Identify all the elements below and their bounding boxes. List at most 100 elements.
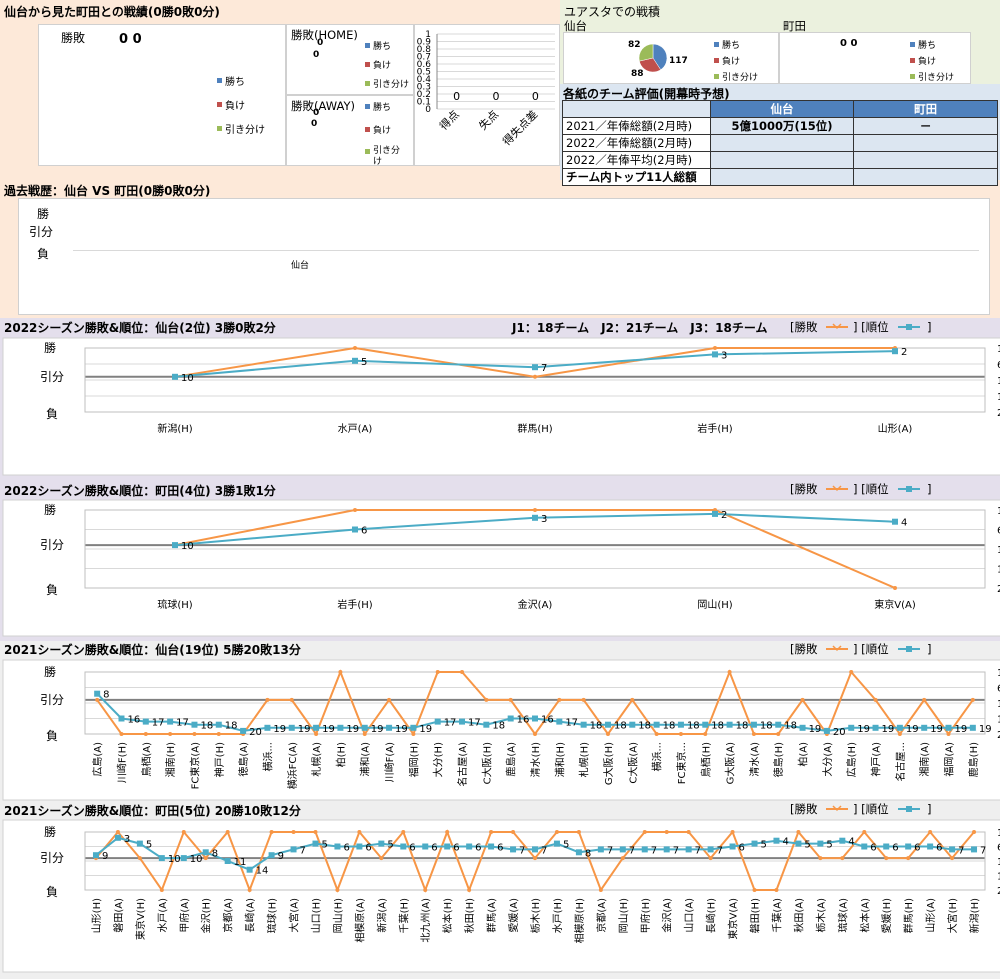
x-label: 清水(A): [748, 742, 761, 777]
x-label: 浦和(A): [359, 742, 372, 777]
goals-y-tick: 0.5: [417, 68, 431, 78]
past-chart[interactable]: 勝 引分 負 仙台: [18, 198, 990, 315]
rank-point: [532, 715, 538, 722]
x-label: 福岡(A): [943, 742, 956, 777]
plot-frame: [84, 347, 986, 413]
rank-point: [422, 843, 429, 850]
rank-data-label: 19: [419, 724, 432, 735]
x-label: 金沢(A): [661, 898, 674, 933]
legend-result-marker: [832, 323, 842, 330]
h2h-goals-chart[interactable]: 1 0.9 0.8 0.7 0.6 0.5 0.4 0.3 0.2 0.1 0 0 得点 0 失点 0 得失点差: [414, 24, 560, 166]
rank-data-label: 10: [181, 541, 194, 552]
legend-end: ]: [927, 802, 932, 816]
rank-point: [597, 846, 604, 853]
result-point: [849, 670, 854, 674]
rank-data-label: 7: [673, 845, 679, 856]
x-label: 群馬(H): [902, 898, 915, 933]
away-legend-draw: 引き分け: [373, 146, 401, 167]
rank-point: [167, 718, 174, 725]
rank-data-label: 18: [200, 721, 213, 732]
season-chart-0: 2022シーズン勝敗&順位：仙台(2位) 3勝0敗2分 J1：18チーム J2：2…: [2, 320, 1000, 476]
x-label: 京都(A): [595, 898, 608, 933]
result-point: [181, 830, 186, 834]
result-point: [800, 697, 805, 702]
x-label: 甲府(A): [178, 898, 191, 933]
result-point: [115, 830, 120, 834]
result-point: [776, 732, 781, 736]
rank-data-label: 17: [468, 718, 481, 729]
result-point: [970, 697, 975, 702]
rank-point: [872, 724, 879, 731]
result-point: [533, 732, 537, 736]
x-label: 松本(H): [441, 898, 454, 933]
home-legend-win: 勝ち: [373, 42, 392, 52]
yuasuta-title: ユアスタでの戦積: [564, 5, 661, 19]
h2h-home-chart[interactable]: 勝敗(HOME) 0 0 勝ち 負け 引き分け: [286, 24, 414, 95]
x-label: 大分(H): [432, 742, 445, 777]
result-point: [265, 697, 270, 702]
rank-data-label: 8: [103, 690, 109, 701]
eval-row-sendai: [709, 151, 855, 169]
x-label: 栃木(H): [529, 898, 542, 933]
pie-slice: [638, 43, 654, 62]
rank-data-label: 4: [901, 518, 907, 529]
rank-point: [356, 843, 363, 850]
rank-data-label: 19: [809, 724, 822, 735]
result-point: [897, 732, 902, 736]
goals-data-label: 0: [453, 90, 460, 103]
rank-point: [444, 843, 451, 850]
rank-point: [378, 840, 385, 847]
yuasuta-machida-chart[interactable]: 0 0 勝ち 負け 引き分け: [779, 32, 971, 84]
legend-rank-label: ] [順位: [853, 482, 889, 496]
rank-point: [971, 846, 978, 853]
rank-point: [892, 348, 898, 355]
x-label: 札幌(H): [578, 742, 591, 777]
result-point: [533, 508, 537, 512]
eval-row-label: 2022／年俸平均(2月時): [562, 151, 711, 169]
rank-data-label: 20: [833, 727, 846, 738]
result-point: [840, 856, 845, 861]
h2h-away-chart[interactable]: 勝敗(AWAY) 0 0 勝ち 負け 引き分け: [286, 95, 414, 167]
x-label: 新潟(H): [968, 898, 981, 933]
rank-data-label: 4: [848, 837, 854, 848]
yuasuta-sendai-chart[interactable]: 117 88 82 勝ち 負け 引き分け: [563, 32, 779, 84]
x-label: 福岡(H): [407, 742, 420, 777]
yuasuta-machida-label: 町田: [783, 19, 806, 33]
rank-point: [337, 724, 344, 731]
legend-result-label: [勝敗: [790, 642, 818, 656]
rank-tick: 1: [997, 344, 1000, 355]
x-label: 新潟(H): [157, 422, 192, 435]
x-label: 神戸(A): [870, 742, 883, 777]
result-point: [557, 697, 562, 702]
y-label-win: 勝: [44, 340, 56, 355]
rank-data-label: 6: [361, 526, 367, 537]
rank-point: [896, 724, 903, 731]
rank-data-label: 6: [870, 843, 876, 854]
x-label: 琉球(A): [836, 898, 849, 933]
rank-point: [775, 721, 782, 728]
rank-point: [224, 858, 231, 864]
rank-data-label: 19: [882, 724, 895, 735]
rank-point: [883, 843, 890, 850]
season-chart-box: [2, 819, 1000, 973]
rank-point: [158, 855, 165, 862]
legend-result-marker: [832, 805, 842, 812]
h2h-overall-chart[interactable]: 勝敗 0 0 勝ち 負け 引き分け: [38, 24, 286, 166]
rank-point: [604, 721, 611, 728]
home-zero-2: 0: [313, 50, 320, 60]
legend-result-marker: [832, 485, 842, 492]
result-point: [533, 374, 537, 379]
rank-point: [459, 718, 466, 725]
x-label: 栃木(A): [814, 898, 827, 933]
y-label-draw: 引分: [40, 538, 64, 552]
rank-data-label: 6: [365, 843, 371, 854]
rank-point: [663, 846, 670, 853]
rank-data-label: 19: [273, 724, 286, 735]
rank-tick: 11: [997, 545, 1000, 556]
x-label: 鳥栖(H): [699, 742, 712, 777]
result-point: [873, 697, 878, 702]
rank-point: [386, 724, 393, 731]
rank-data-label: 19: [930, 724, 943, 735]
x-label: 長崎(H): [705, 898, 718, 933]
rank-data-label: 17: [444, 718, 457, 729]
